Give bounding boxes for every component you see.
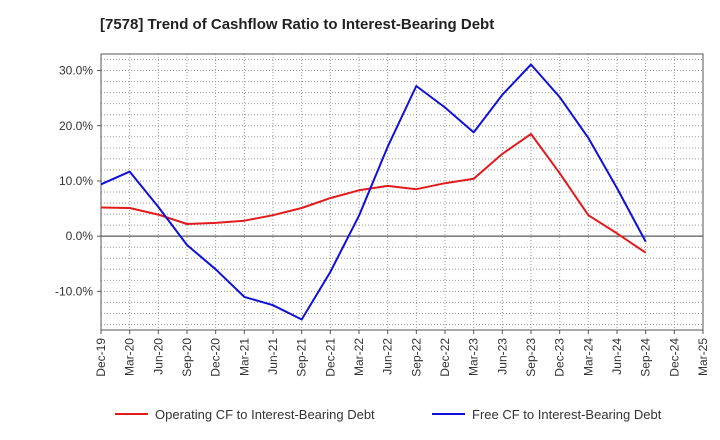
data-point	[386, 146, 388, 148]
data-point	[358, 215, 360, 217]
data-point	[157, 206, 159, 208]
data-point	[157, 213, 159, 215]
data-point	[186, 244, 188, 246]
x-tick-label: Sep-24	[639, 338, 653, 377]
data-point	[472, 178, 474, 180]
series-line-operating-cf	[100, 133, 647, 254]
data-point	[386, 185, 388, 187]
x-tick-label: Dec-23	[553, 338, 567, 377]
data-point	[186, 223, 188, 225]
data-point	[329, 271, 331, 273]
data-point	[214, 222, 216, 224]
data-point	[530, 133, 532, 135]
data-point	[243, 296, 245, 298]
data-point	[100, 206, 102, 208]
data-point	[444, 182, 446, 184]
x-tick-label: Dec-24	[667, 338, 681, 377]
data-point	[644, 252, 646, 254]
x-tick-label: Sep-20	[180, 338, 194, 377]
x-tick-label: Jun-22	[381, 338, 395, 375]
x-tick-label: Mar-22	[352, 338, 366, 376]
data-point	[300, 318, 302, 320]
data-point	[128, 170, 130, 172]
y-tick-label: 0.0%	[66, 229, 94, 243]
plot-frame	[100, 53, 704, 331]
y-tick-label: -10.0%	[55, 284, 93, 298]
data-point	[501, 153, 503, 155]
data-point	[358, 189, 360, 191]
x-tick-label: Dec-22	[438, 338, 452, 377]
data-point	[644, 240, 646, 242]
chart-title: [7578] Trend of Cashflow Ratio to Intere…	[100, 16, 495, 33]
x-tick-label: Dec-21	[323, 338, 337, 377]
data-point	[444, 106, 446, 108]
data-point	[558, 172, 560, 174]
x-tick-label: Sep-22	[409, 338, 423, 377]
y-tick-label: 30.0%	[59, 64, 93, 78]
data-point	[415, 85, 417, 87]
x-tick-label: Sep-21	[295, 338, 309, 377]
data-point	[329, 197, 331, 199]
data-point	[558, 96, 560, 98]
data-point	[501, 94, 503, 96]
x-tick-label: Mar-20	[123, 338, 137, 376]
data-point	[100, 183, 102, 185]
x-tick-label: Jun-23	[495, 338, 509, 375]
data-point	[300, 207, 302, 209]
x-tick-label: Sep-23	[524, 338, 538, 377]
data-point	[472, 131, 474, 133]
legend-label: Operating CF to Interest-Bearing Debt	[155, 407, 375, 422]
x-tick-label: Mar-21	[237, 338, 251, 376]
x-tick-label: Mar-23	[467, 338, 481, 376]
data-point	[214, 268, 216, 270]
data-point	[616, 187, 618, 189]
series-line-free-cf	[100, 63, 647, 321]
x-tick-label: Mar-24	[581, 338, 595, 376]
data-point	[272, 214, 274, 216]
x-tick-label: Jun-20	[151, 338, 165, 375]
y-tick-label: 20.0%	[59, 119, 93, 133]
data-point	[587, 214, 589, 216]
data-point	[128, 207, 130, 209]
data-point	[272, 304, 274, 306]
data-point	[243, 220, 245, 222]
data-point	[587, 137, 589, 139]
x-tick-label: Jun-21	[266, 338, 280, 375]
legend-label: Free CF to Interest-Bearing Debt	[472, 407, 662, 422]
data-point	[415, 188, 417, 190]
y-tick-label: 10.0%	[59, 174, 93, 188]
data-point	[530, 63, 532, 65]
x-tick-label: Dec-19	[94, 338, 108, 377]
x-tick-label: Jun-24	[610, 338, 624, 375]
x-tick-label: Dec-20	[209, 338, 223, 377]
data-point	[616, 232, 618, 234]
x-tick-label: Mar-25	[696, 338, 710, 376]
